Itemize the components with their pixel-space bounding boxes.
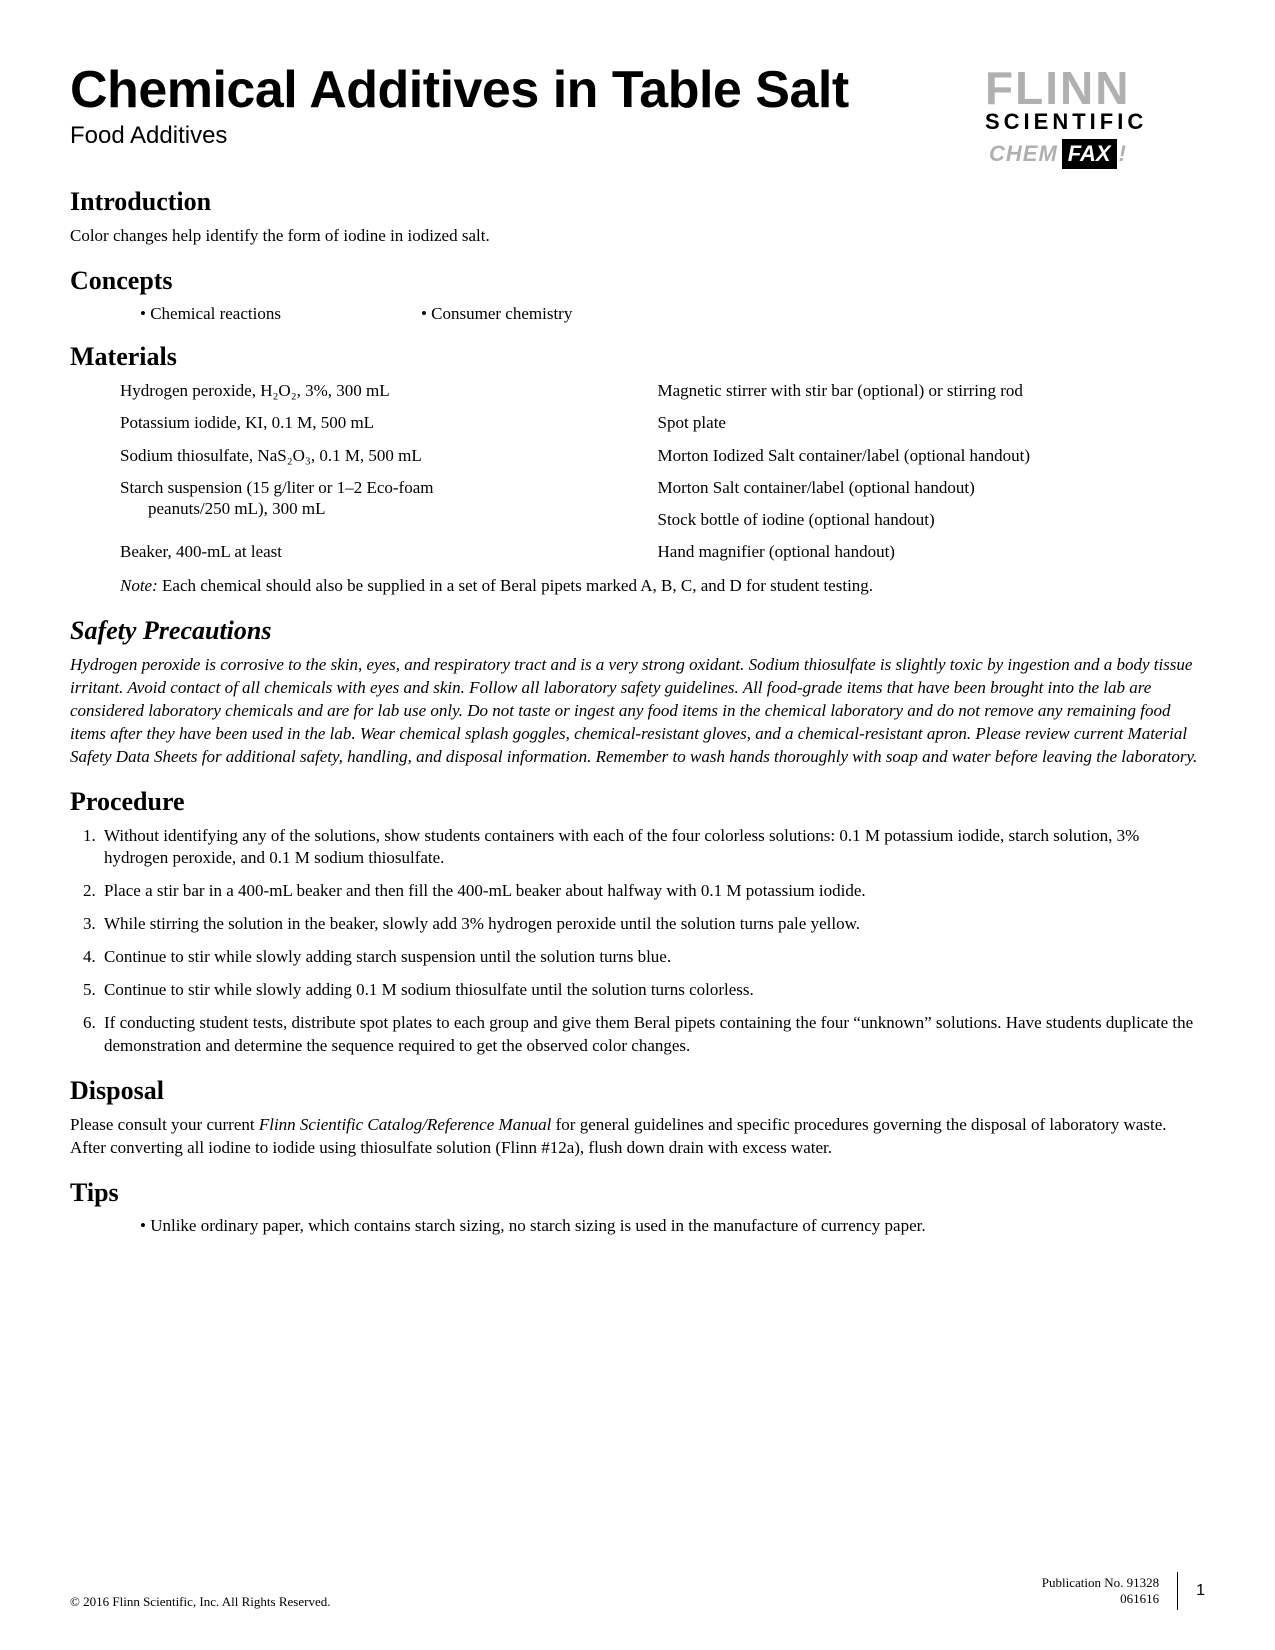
subtitle: Food Additives [70,122,985,150]
materials-list: Hydrogen peroxide, H₂O₂, 3%, 300 mL Magn… [70,380,1205,563]
material-item: Stock bottle of iodine (optional handout… [658,509,1186,531]
logo-brand: FLINN [985,68,1205,109]
logo-chem: CHEM [985,139,1062,169]
header: Chemical Additives in Table Salt Food Ad… [70,60,1205,169]
logo-chemfax: CHEMFAX! [985,139,1205,169]
materials-note: Note: Each chemical should also be suppl… [70,575,1205,598]
procedure-step: Without identifying any of the solutions… [100,825,1205,871]
disposal-italic: Flinn Scientific Catalog/Reference Manua… [259,1115,552,1134]
tips-list: Unlike ordinary paper, which contains st… [70,1216,1205,1236]
title-block: Chemical Additives in Table Salt Food Ad… [70,60,985,160]
logo-exclaim: ! [1117,139,1128,169]
tip-item: Unlike ordinary paper, which contains st… [140,1216,926,1235]
page-number: 1 [1177,1572,1205,1610]
materials-heading: Materials [70,342,1205,372]
material-item: Hydrogen peroxide, H₂O₂, 3%, 300 mL [120,380,648,402]
note-label: Note: [120,576,158,595]
safety-heading: Safety Precautions [70,616,1205,646]
material-item: Hand magnifier (optional handout) [658,541,1186,563]
tips-heading: Tips [70,1178,1205,1208]
concepts-list: Chemical reactions Consumer chemistry [70,304,1205,324]
concept-item: Chemical reactions [140,304,281,324]
footer-right: Publication No. 91328 061616 1 [1042,1572,1205,1610]
page-title: Chemical Additives in Table Salt [70,60,985,120]
publication-block: Publication No. 91328 061616 [1042,1575,1159,1606]
note-text: Each chemical should also be supplied in… [158,576,873,595]
material-item: Starch suspension (15 g/liter or 1–2 Eco… [120,477,648,499]
introduction-text: Color changes help identify the form of … [70,225,1205,248]
logo-fax: FAX [1062,139,1117,169]
introduction-heading: Introduction [70,187,1205,217]
publication-no: Publication No. 91328 [1042,1575,1159,1591]
material-item: Spot plate [658,412,1186,434]
procedure-step: While stirring the solution in the beake… [100,913,1205,936]
material-item: Magnetic stirrer with stir bar (optional… [658,380,1186,402]
material-item: Beaker, 400-mL at least [120,541,648,563]
material-item: Potassium iodide, KI, 0.1 M, 500 mL [120,412,648,434]
disposal-heading: Disposal [70,1076,1205,1106]
disposal-before: Please consult your current [70,1115,259,1134]
material-item: Sodium thiosulfate, NaS₂O₃, 0.1 M, 500 m… [120,445,648,467]
procedure-heading: Procedure [70,787,1205,817]
procedure-step: If conducting student tests, distribute … [100,1012,1205,1058]
disposal-text: Please consult your current Flinn Scient… [70,1114,1205,1160]
footer: © 2016 Flinn Scientific, Inc. All Rights… [70,1572,1205,1610]
procedure-step: Place a stir bar in a 400-mL beaker and … [100,880,1205,903]
material-item: Morton Iodized Salt container/label (opt… [658,445,1186,467]
material-item: Morton Salt container/label (optional ha… [658,477,1186,499]
procedure-step: Continue to stir while slowly adding 0.1… [100,979,1205,1002]
material-item-cont: peanuts/250 mL), 300 mL [120,499,648,531]
concepts-heading: Concepts [70,266,1205,296]
procedure-list: Without identifying any of the solutions… [70,825,1205,1059]
procedure-step: Continue to stir while slowly adding sta… [100,946,1205,969]
logo-sub: SCIENTIFIC [985,109,1205,135]
safety-text: Hydrogen peroxide is corrosive to the sk… [70,654,1205,769]
flinn-logo: FLINN SCIENTIFIC CHEMFAX! [985,60,1205,169]
concept-item: Consumer chemistry [421,304,572,324]
copyright: © 2016 Flinn Scientific, Inc. All Rights… [70,1594,330,1610]
publication-code: 061616 [1042,1591,1159,1607]
